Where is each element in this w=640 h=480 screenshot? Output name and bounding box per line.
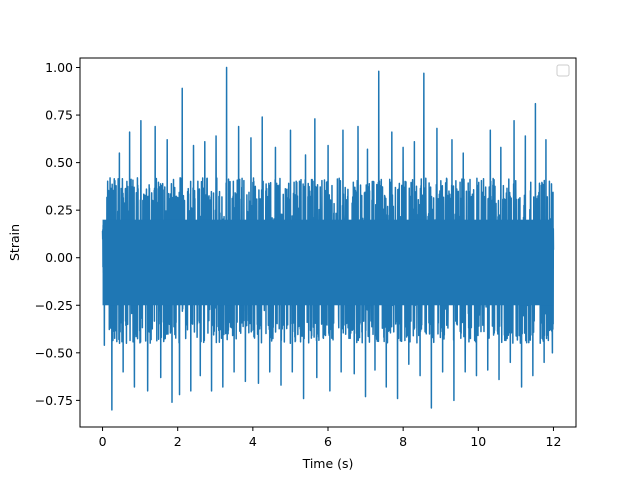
x-tick-label: 10 [470, 434, 486, 449]
x-tick-label: 6 [324, 434, 332, 449]
y-tick-label: 0.00 [45, 250, 73, 265]
y-tick-label: 1.00 [45, 60, 73, 75]
series-layer [101, 66, 555, 411]
x-tick-label: 0 [99, 434, 107, 449]
x-tick-label: 2 [174, 434, 182, 449]
y-axis: −0.75 −0.50 −0.25 0.00 0.25 0.50 0.75 1.00 [35, 60, 80, 408]
y-tick-label: 0.25 [45, 203, 73, 218]
y-tick-label: 0.50 [45, 155, 73, 170]
strain-series-core [102, 219, 554, 306]
x-tick-label: 8 [399, 434, 407, 449]
y-tick-label: −0.25 [35, 298, 73, 313]
y-tick-label: −0.75 [35, 393, 73, 408]
y-tick-label: 0.75 [45, 108, 73, 123]
y-axis-label: Strain [7, 224, 22, 261]
x-axis-label: Time (s) [302, 456, 354, 471]
legend-box [556, 64, 570, 77]
x-tick-label: 12 [546, 434, 562, 449]
x-axis: 0 2 4 6 8 10 12 [99, 427, 562, 449]
y-tick-label: −0.50 [35, 345, 73, 360]
x-tick-label: 4 [249, 434, 257, 449]
